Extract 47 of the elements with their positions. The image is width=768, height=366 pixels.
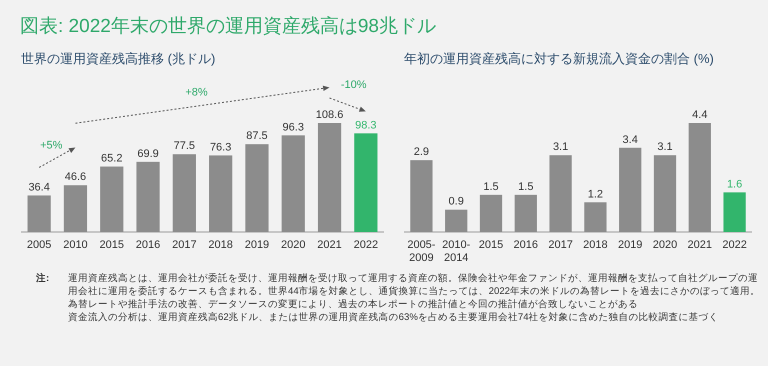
data-label: 77.5 bbox=[174, 140, 196, 152]
data-label: 3.4 bbox=[622, 134, 638, 146]
data-label: 96.3 bbox=[282, 121, 304, 134]
x-tick-label: 2022 bbox=[354, 239, 378, 251]
data-label: 87.5 bbox=[246, 130, 268, 142]
text: 資金流入の分析は、運用資産残高62兆ドル、または世界の運用資産残高の63%を占める主要運用会社74社を対象に含めた独自の比較調査に基づく bbox=[68, 311, 719, 324]
data-label: 1.5 bbox=[483, 180, 499, 193]
x-tick-label: 2021 bbox=[688, 239, 712, 251]
x-tick-label: 2020 bbox=[281, 239, 306, 251]
data-label: 76.3 bbox=[210, 141, 232, 154]
text: 注: bbox=[35, 272, 50, 286]
data-label: 4.4 bbox=[692, 109, 708, 121]
data-label: 3.1 bbox=[552, 141, 568, 154]
x-tick-label: 2019 bbox=[618, 239, 642, 251]
x-tick-label: 2016 bbox=[136, 239, 160, 251]
data-label: 1.5 bbox=[518, 180, 534, 193]
x-tick-label: 2005-2009 bbox=[407, 239, 436, 264]
data-label: 0.9 bbox=[448, 196, 464, 208]
x-tick-label: 2018 bbox=[208, 239, 233, 251]
data-label: 2.9 bbox=[414, 146, 430, 158]
x-tick-label: 2016 bbox=[514, 239, 538, 251]
text: 運用資産残高とは、運用会社が委託を受け、運用報酬を受け取って運用する資産の額。保険会社や年金ファンドが、運用報酬を支払って自社グループの運用会社に運用を委託するケースも含まれる。世界44市場を対象とし、通貨換算に当たっては、2022年末の米ドルの為替レートを過去にさかのぼって適用。為替レートや推計手法の改善、データソースの変更により、過去の本レポートの推計値と今回の推計値が合致しないことがある bbox=[68, 272, 762, 311]
data-label: 3.1 bbox=[657, 141, 673, 154]
data-label: 69.9 bbox=[137, 148, 159, 160]
x-tick-label: 2017 bbox=[548, 239, 573, 251]
x-tick-label: 2017 bbox=[172, 239, 197, 251]
data-label: 36.4 bbox=[28, 181, 50, 194]
data-label: 108.6 bbox=[316, 109, 344, 121]
data-label: 1.2 bbox=[588, 188, 604, 200]
x-tick-label: 2019 bbox=[244, 239, 270, 251]
x-tick-label: 2005 bbox=[26, 239, 52, 251]
annotation: +5% bbox=[40, 139, 63, 152]
x-tick-label: 2015 bbox=[478, 239, 504, 251]
x-tick-label: 2021 bbox=[317, 239, 342, 251]
x-tick-label: 2022 bbox=[722, 239, 747, 251]
data-label: 65.2 bbox=[101, 152, 122, 165]
x-tick-label: 2010-2014 bbox=[442, 239, 471, 264]
x-tick-label: 2018 bbox=[583, 239, 608, 251]
chart-title: 年初の運用資産残高に対する新規流入資金の割合 (%) bbox=[404, 51, 714, 66]
data-label: 46.6 bbox=[64, 171, 86, 184]
chart-subtitle: 世界の運用資産残高推移 (兆ドル) bbox=[21, 51, 216, 66]
x-tick-label: 2020 bbox=[652, 239, 678, 251]
data-label: 98.3 bbox=[355, 119, 377, 132]
x-tick-label: 2015 bbox=[100, 239, 124, 251]
chart-title: 図表: 2022年末の世界の運用資産残高は98兆ドル bbox=[20, 15, 436, 37]
data-label: 1.6 bbox=[726, 178, 742, 190]
x-tick-label: 2010 bbox=[63, 239, 88, 251]
